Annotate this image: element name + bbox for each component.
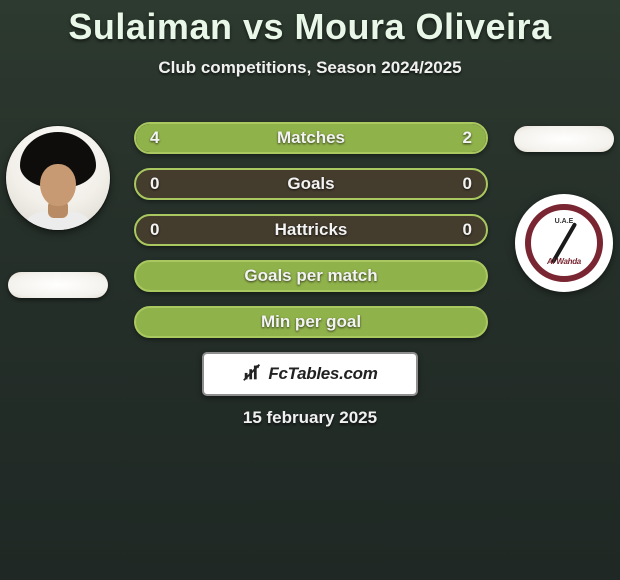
stat-value-right: 0 (449, 170, 486, 198)
stat-row: 0 0Hattricks (134, 214, 488, 246)
stat-row: 0 0Goals (134, 168, 488, 200)
stats-block: 42Matches00Goals00HattricksGoals per mat… (134, 122, 488, 338)
player-left-block (6, 126, 110, 298)
player-right-pill (514, 126, 614, 152)
stat-row: Min per goal (134, 306, 488, 338)
club-right-logo-ring: U.A.E Al Wahda (525, 204, 603, 282)
stat-label: Goals per match (136, 266, 486, 286)
player-left-photo (6, 126, 110, 230)
stat-value-left: 0 (136, 170, 173, 198)
stat-label: Min per goal (136, 312, 486, 332)
stat-value-left: 0 (136, 216, 173, 244)
footer-brand-badge: FcTables.com (202, 352, 418, 396)
stat-label: Goals (136, 174, 486, 194)
chart-icon (242, 361, 264, 388)
page-title: Sulaiman vs Moura Oliveira (0, 0, 620, 48)
stat-row: Goals per match (134, 260, 488, 292)
player-right-block: U.A.E Al Wahda (514, 126, 614, 292)
club-right-logo: U.A.E Al Wahda (515, 194, 613, 292)
club-right-logo-script: Al Wahda (547, 257, 581, 266)
stat-row: 42Matches (134, 122, 488, 154)
player-left-silhouette (6, 126, 110, 230)
stat-label: Hattricks (136, 220, 486, 240)
stat-fill-right (357, 124, 487, 152)
page-subtitle: Club competitions, Season 2024/2025 (0, 58, 620, 78)
footer-brand-text: FcTables.com (268, 364, 377, 384)
stat-value-right: 0 (449, 216, 486, 244)
footer-date: 15 february 2025 (0, 408, 620, 428)
club-left-pill (8, 272, 108, 298)
stat-fill-left (136, 124, 357, 152)
club-right-logo-top-text: U.A.E (555, 218, 574, 225)
